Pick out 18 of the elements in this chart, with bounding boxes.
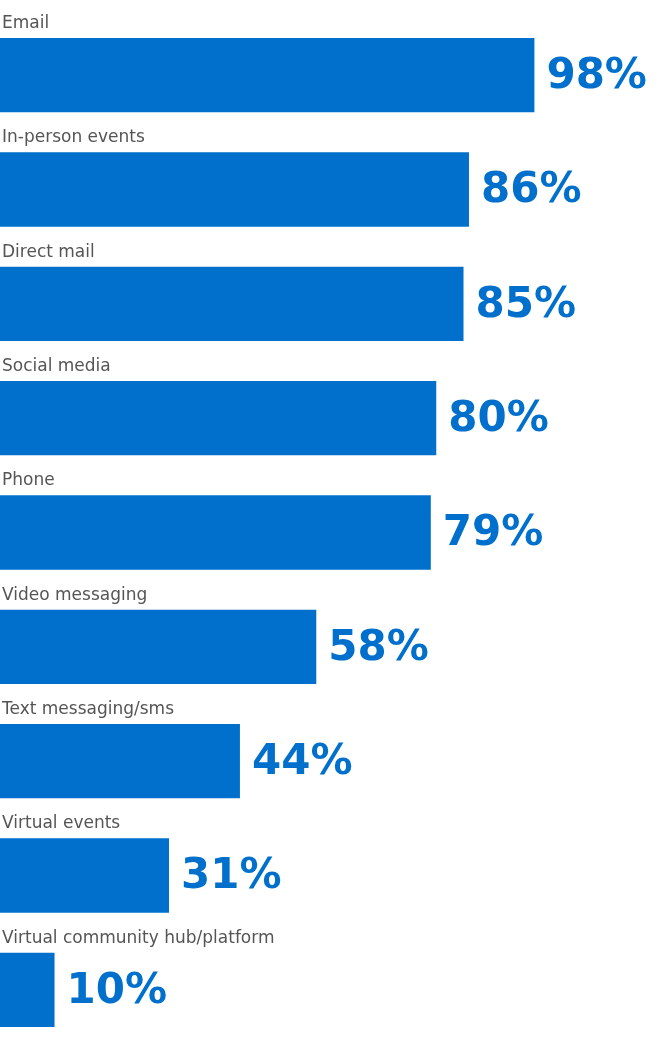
data-label: 80% bbox=[448, 392, 549, 442]
y-tick-label: Virtual events bbox=[2, 812, 121, 833]
y-tick-label: Email bbox=[2, 11, 50, 32]
y-tick-label: Direct mail bbox=[2, 240, 95, 261]
y-tick-label: In-person events bbox=[2, 126, 146, 147]
data-label: 31% bbox=[181, 849, 282, 899]
y-tick-label: Phone bbox=[2, 469, 55, 490]
data-label: 86% bbox=[480, 163, 582, 213]
data-label: 58% bbox=[328, 620, 429, 670]
data-label: 85% bbox=[475, 277, 577, 327]
data-label: 44% bbox=[251, 735, 353, 785]
data-label: 98% bbox=[546, 49, 647, 99]
y-tick-label: Video messaging bbox=[2, 583, 148, 604]
data-label: 10% bbox=[66, 963, 168, 1013]
y-tick-label: Social media bbox=[2, 354, 111, 375]
data-label: 79% bbox=[442, 506, 544, 556]
y-tick-label: Virtual community hub/platform bbox=[2, 926, 275, 947]
y-tick-label: Text messaging/sms bbox=[1, 697, 175, 718]
